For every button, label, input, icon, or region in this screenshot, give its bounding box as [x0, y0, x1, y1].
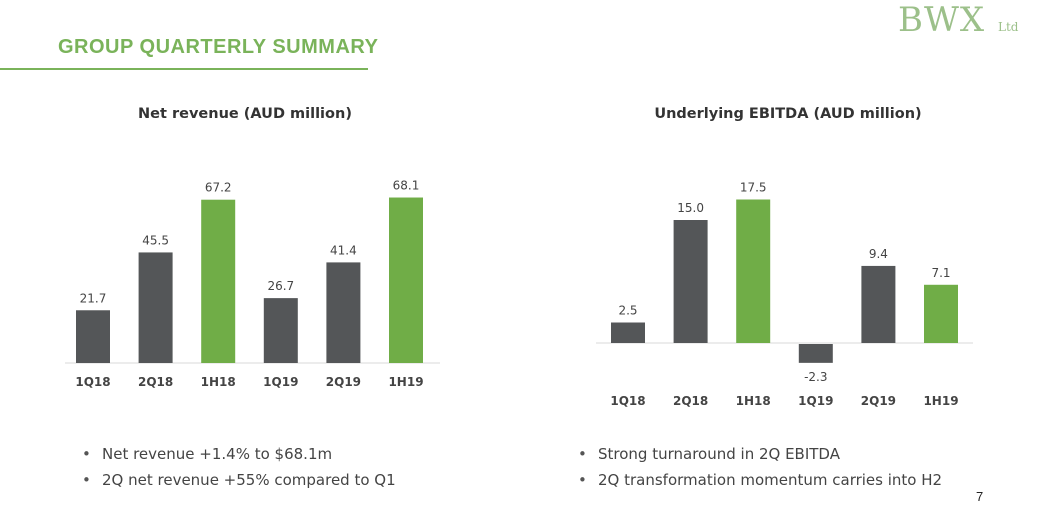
logo-suffix: Ltd — [998, 20, 1019, 34]
ebitda-tick-label: 1H19 — [923, 394, 958, 408]
net-revenue-bar — [76, 310, 110, 363]
net-revenue-data-label: 21.7 — [80, 291, 107, 305]
bullet-item: 2Q transformation momentum carries into … — [578, 467, 942, 493]
ebitda-data-label: -2.3 — [804, 370, 827, 384]
ebitda-tick-label: 1Q19 — [798, 394, 833, 408]
net-revenue-bar — [201, 199, 236, 363]
net-revenue-tick-label: 1H19 — [388, 375, 423, 389]
net-revenue-bar — [263, 298, 298, 363]
page-title: GROUP QUARTERLY SUMMARY — [58, 36, 379, 58]
company-logo: BWX Ltd — [898, 0, 1028, 40]
net-revenue-bullets: Net revenue +1.4% to $68.1m 2Q net reven… — [82, 441, 396, 493]
ebitda-bar — [673, 220, 708, 343]
ebitda-tick-label: 2Q19 — [861, 394, 896, 408]
ebitda-bar — [736, 199, 771, 343]
bullet-item: 2Q net revenue +55% compared to Q1 — [82, 467, 396, 493]
ebitda-bar — [611, 322, 645, 343]
page-number: 7 — [976, 489, 984, 504]
ebitda-data-label: 15.0 — [677, 201, 704, 215]
ebitda-bar — [861, 265, 896, 343]
ebitda-tick-label: 1H18 — [736, 394, 771, 408]
ebitda-data-label: 7.1 — [931, 266, 950, 280]
ebitda-bullets: Strong turnaround in 2Q EBITDA 2Q transf… — [578, 441, 942, 493]
net-revenue-chart-title: Net revenue (AUD million) — [138, 106, 352, 122]
net-revenue-tick-label: 1H18 — [201, 375, 236, 389]
logo-wordmark: BWX — [898, 0, 986, 40]
ebitda-data-label: 2.5 — [618, 304, 637, 318]
net-revenue-bar — [138, 252, 173, 363]
net-revenue-data-label: 45.5 — [142, 233, 169, 247]
bullet-item: Strong turnaround in 2Q EBITDA — [578, 441, 942, 467]
ebitda-data-label: 17.5 — [740, 181, 767, 195]
net-revenue-data-label: 26.7 — [267, 279, 294, 293]
net-revenue-data-label: 41.4 — [330, 243, 357, 257]
ebitda-data-label: 9.4 — [869, 247, 888, 261]
bullet-item: Net revenue +1.4% to $68.1m — [82, 441, 396, 467]
net-revenue-tick-label: 1Q19 — [263, 375, 298, 389]
ebitda-bar — [798, 344, 833, 363]
net-revenue-data-label: 68.1 — [393, 179, 420, 193]
ebitda-tick-label: 1Q18 — [610, 394, 645, 408]
net-revenue-bar — [389, 197, 423, 363]
net-revenue-bar — [326, 262, 361, 363]
net-revenue-data-label: 67.2 — [205, 181, 232, 195]
net-revenue-tick-label: 2Q19 — [326, 375, 361, 389]
title-underline — [0, 68, 368, 70]
net-revenue-tick-label: 1Q18 — [75, 375, 110, 389]
ebitda-tick-label: 2Q18 — [673, 394, 708, 408]
ebitda-bar — [924, 284, 958, 343]
net-revenue-tick-label: 2Q18 — [138, 375, 173, 389]
ebitda-chart-title: Underlying EBITDA (AUD million) — [654, 106, 922, 122]
